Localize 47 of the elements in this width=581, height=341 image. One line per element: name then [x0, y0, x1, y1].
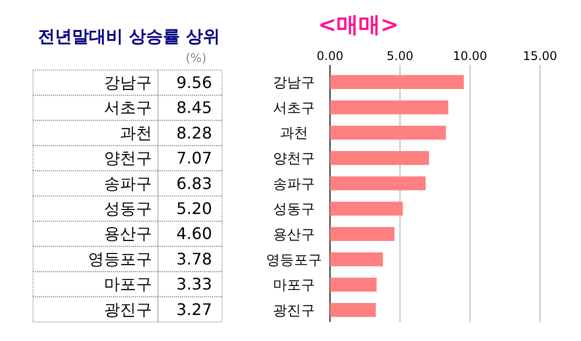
bar	[330, 252, 383, 266]
category-label: 성동구	[104, 199, 152, 218]
data-label: 4.60	[176, 224, 212, 244]
bar	[330, 75, 464, 89]
y-tick-label: 마포구	[273, 278, 315, 294]
y-tick-label: 송파구	[273, 176, 315, 192]
data-label: 9.56	[176, 73, 212, 92]
x-tick-label: 0.00	[316, 49, 344, 63]
category-label: 과천	[120, 123, 152, 142]
category-label: 용산구	[104, 224, 152, 244]
bar	[330, 126, 446, 140]
data-label: 3.27	[176, 300, 212, 319]
bar	[330, 151, 429, 165]
y-tick-label: 양천구	[273, 151, 315, 168]
x-tick-label: 10.00	[452, 49, 488, 63]
data-label: 6.83	[176, 174, 212, 193]
bar	[330, 176, 426, 190]
data-label: 3.78	[176, 249, 212, 268]
category-label: 송파구	[104, 174, 152, 193]
category-label: 강남구	[104, 73, 152, 92]
y-tick-label: 강남구	[273, 75, 315, 92]
bar	[330, 303, 376, 317]
y-tick-label: 과천	[280, 126, 308, 142]
bar	[330, 227, 394, 241]
y-tick-label: 성동구	[273, 202, 315, 218]
data-label: 5.20	[176, 199, 212, 218]
data-label: 8.45	[176, 98, 212, 118]
text: 전년말대비 상승률 상위	[38, 27, 220, 47]
data-label: 8.28	[176, 123, 212, 142]
y-tick-label: 영등포구	[266, 252, 322, 268]
data-label: 3.33	[176, 274, 212, 294]
y-tick-label: 광진구	[273, 302, 315, 319]
x-tick-label: 5.00	[386, 49, 414, 63]
x-tick-label: 15.00	[522, 49, 558, 63]
bar	[330, 202, 403, 216]
data-label: 7.07	[176, 148, 212, 168]
category-label: 서초구	[104, 98, 152, 118]
bar	[330, 100, 448, 114]
bar	[330, 278, 377, 292]
y-tick-label: 용산구	[273, 226, 315, 243]
category-label: 영등포구	[88, 249, 152, 268]
category-label: 양천구	[104, 148, 152, 168]
category-label: 광진구	[104, 300, 152, 319]
y-tick-label: 서초구	[273, 100, 315, 116]
chart-subtitle: <매매>	[318, 13, 399, 38]
category-label: 마포구	[104, 274, 152, 294]
text: (%)	[186, 51, 206, 65]
